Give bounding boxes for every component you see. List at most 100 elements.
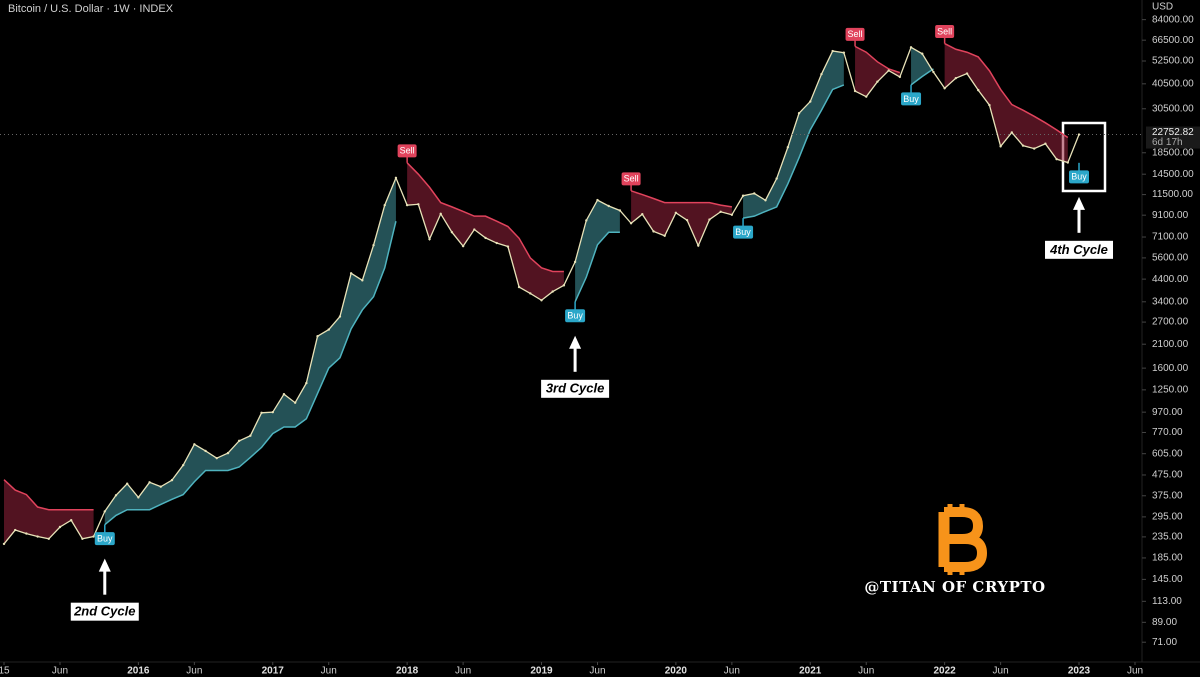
x-tick-label: Jun — [858, 666, 874, 677]
chart-title: Bitcoin / U.S. Dollar · 1W · INDEX — [8, 3, 174, 15]
price-point — [831, 49, 834, 53]
price-point — [652, 230, 655, 233]
price-point — [562, 284, 566, 287]
trend-line — [406, 162, 564, 273]
signal-label: Sell — [624, 174, 639, 184]
y-tick-label: 66500.00 — [1152, 35, 1194, 46]
price-point — [69, 519, 73, 522]
price-point — [394, 176, 398, 180]
x-tick-label: 15 — [0, 666, 10, 677]
signal-label: Buy — [1071, 172, 1087, 182]
price-point — [193, 443, 196, 446]
price-point — [596, 198, 599, 202]
price-point — [607, 204, 610, 208]
price-point — [786, 146, 790, 149]
price-point — [943, 87, 946, 90]
price-point — [730, 213, 734, 216]
trend-fill — [743, 51, 844, 219]
price-point — [2, 542, 6, 546]
price-point — [1055, 157, 1058, 161]
price-point — [540, 299, 543, 302]
y-tick-label: 475.00 — [1152, 470, 1183, 481]
price-point — [965, 72, 969, 75]
x-tick-label: Jun — [589, 666, 605, 677]
price-point — [349, 272, 353, 275]
x-tick-label: Jun — [321, 666, 337, 677]
annotation-text: 3rd Cycle — [546, 381, 605, 396]
price-point — [719, 210, 722, 213]
price-point — [495, 241, 498, 245]
price-point — [327, 328, 330, 331]
price-point — [674, 211, 678, 214]
price-point — [764, 199, 767, 202]
signal-badge — [1069, 170, 1090, 184]
y-tick-label: 605.00 — [1152, 448, 1183, 459]
signal-label: Buy — [567, 311, 583, 321]
price-point — [114, 494, 118, 497]
price-point — [361, 279, 364, 282]
x-tick-label: 2019 — [530, 666, 553, 677]
price-point — [1066, 161, 1070, 164]
x-tick-label: Jun — [52, 666, 68, 677]
x-tick-label: 2016 — [127, 666, 150, 677]
price-point — [1077, 133, 1081, 136]
signal-label: Sell — [400, 146, 415, 156]
price-point — [876, 80, 879, 83]
logo-bars — [947, 504, 965, 575]
price-point — [249, 434, 252, 437]
price-point — [697, 244, 700, 247]
price-point — [988, 103, 991, 107]
x-tick-label: Jun — [455, 666, 471, 677]
trend-line — [944, 42, 1069, 139]
price-point — [898, 75, 902, 79]
price-point — [13, 528, 17, 532]
y-tick-label: 970.00 — [1152, 407, 1183, 418]
trend-fill — [4, 479, 94, 544]
y-tick-label: 84000.00 — [1152, 14, 1194, 25]
signal-label: Sell — [848, 29, 863, 39]
price-point — [36, 535, 39, 538]
price-point — [775, 177, 778, 180]
price-point — [450, 230, 454, 234]
trend-line — [910, 68, 934, 86]
y-tick-label: 1600.00 — [1152, 363, 1189, 374]
signal-label: Buy — [903, 94, 919, 104]
price-point — [865, 95, 868, 98]
price-point — [148, 481, 151, 484]
price-point — [977, 88, 980, 92]
signal-badge — [397, 144, 417, 158]
y-tick-label: 770.00 — [1152, 427, 1183, 438]
x-tick-label: 2022 — [934, 666, 957, 677]
price-point — [226, 451, 230, 455]
price-point — [338, 315, 342, 318]
price-point — [853, 89, 857, 93]
signal-badge — [565, 309, 586, 323]
trend-fill — [104, 177, 396, 525]
price-point — [461, 244, 465, 248]
x-tick-label: 2017 — [262, 666, 285, 677]
y-tick-label: 52500.00 — [1152, 56, 1194, 67]
signal-badge — [621, 172, 641, 186]
price-point — [92, 535, 95, 538]
price-point — [573, 260, 577, 264]
price-point — [25, 532, 28, 535]
y-tick-label: 185.00 — [1152, 553, 1183, 564]
y-tick-label: 40500.00 — [1152, 78, 1194, 89]
price-point — [473, 228, 476, 231]
price-point — [81, 537, 84, 540]
x-tick-label: 2021 — [799, 666, 822, 677]
watermark: @TITAN OF CRYPTO — [864, 578, 1045, 596]
price-point — [753, 192, 756, 195]
price-point — [685, 218, 689, 222]
price-point — [641, 213, 644, 216]
y-tick-label: 2100.00 — [1152, 339, 1189, 350]
price-point — [439, 212, 442, 216]
price-point — [316, 334, 319, 338]
signal-badge — [733, 225, 754, 239]
trend-line — [574, 231, 620, 303]
y-tick-label: 295.00 — [1152, 512, 1183, 523]
price-point — [629, 222, 633, 225]
y-tick-label: 375.00 — [1152, 490, 1183, 501]
price-point — [1021, 144, 1025, 147]
